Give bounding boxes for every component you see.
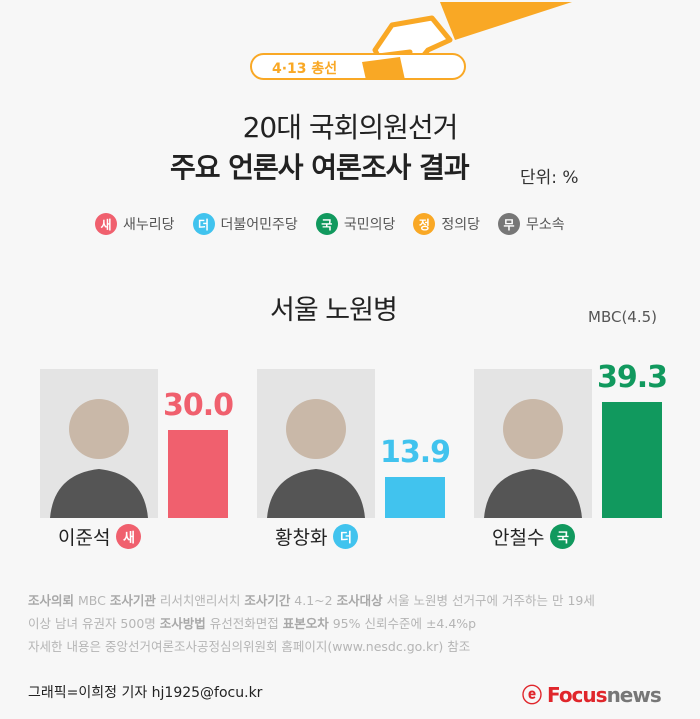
bar: [385, 476, 445, 518]
unit-label: 단위: %: [520, 168, 579, 188]
candidate-photo: [474, 369, 592, 518]
election-tag-label: 4·13 총선: [272, 61, 338, 77]
party-legend: 새 새누리당 더 더불어민주당 국 국민의당 정 정의당 무 무소속: [95, 213, 565, 235]
legend-label: 새누리당: [123, 217, 175, 233]
poll-source: MBC(4.5): [588, 308, 658, 326]
candidate-name: 이준석 새: [58, 523, 142, 550]
candidate-photo: [40, 369, 158, 518]
hand-overlay: [362, 57, 405, 80]
value-label: 39.3: [596, 360, 668, 396]
notes-line2: 이상 남녀 유권자 500명 조사방법 유선전화면접 표본오차 95% 신뢰수준…: [28, 616, 477, 631]
party-badge-icon: 국: [550, 524, 576, 549]
bar: [168, 429, 228, 518]
title-line2: 주요 언론사 여론조사 결과: [170, 151, 470, 184]
election-tag: [250, 53, 466, 80]
party-badge-icon: 정: [413, 213, 436, 235]
legend-label: 더불어민주당: [220, 217, 298, 233]
candidate-photo: [257, 369, 375, 518]
candidate-name-text: 황창화: [275, 527, 328, 549]
legend-item: 더 더불어민주당: [192, 213, 298, 235]
title-line1: 20대 국회의원선거: [242, 111, 459, 144]
legend-label: 정의당: [441, 217, 480, 233]
legend-item: 국 국민의당: [315, 213, 396, 235]
party-badge-icon: 무: [497, 213, 520, 235]
party-badge-icon: 더: [333, 524, 359, 549]
party-badge-icon: 더: [192, 213, 215, 235]
party-badge-icon: 국: [315, 213, 338, 235]
bar: [602, 402, 662, 518]
chart-title: 서울 노원병: [270, 295, 398, 326]
candidate-name: 안철수 국: [492, 523, 576, 550]
legend-label: 국민의당: [343, 217, 396, 233]
focusnews-logo: ⓔ Focusnews: [522, 683, 662, 707]
legend-item: 무 무소속: [497, 213, 565, 235]
legend-item: 정 정의당: [413, 213, 480, 235]
party-badge-icon: 새: [95, 213, 117, 235]
value-label: 30.0: [162, 387, 234, 423]
candidate-name: 황창화 더: [275, 523, 359, 550]
legend-label: 무소속: [525, 217, 565, 233]
candidate-name-text: 안철수: [492, 527, 545, 549]
notes-line1: 조사의뢰 MBC 조사기관 리서치앤리서치 조사기간 4.1~2 조사대상 서울…: [28, 593, 595, 608]
party-badge-icon: 새: [116, 524, 142, 549]
legend-item: 새 새누리당: [95, 213, 175, 235]
graphic-credit: 그래픽=이희정 기자 hj1925@focu.kr: [28, 685, 263, 701]
survey-notes: 조사의뢰 MBC 조사기관 리서치앤리서치 조사기간 4.1~2 조사대상 서울…: [28, 589, 688, 658]
candidate-name-text: 이준석: [58, 527, 111, 549]
value-label: 13.9: [379, 434, 451, 470]
notes-line3: 자세한 내용은 중앙선거여론조사공정심의위원회 홈페이지(www.nesdc.g…: [28, 639, 471, 654]
